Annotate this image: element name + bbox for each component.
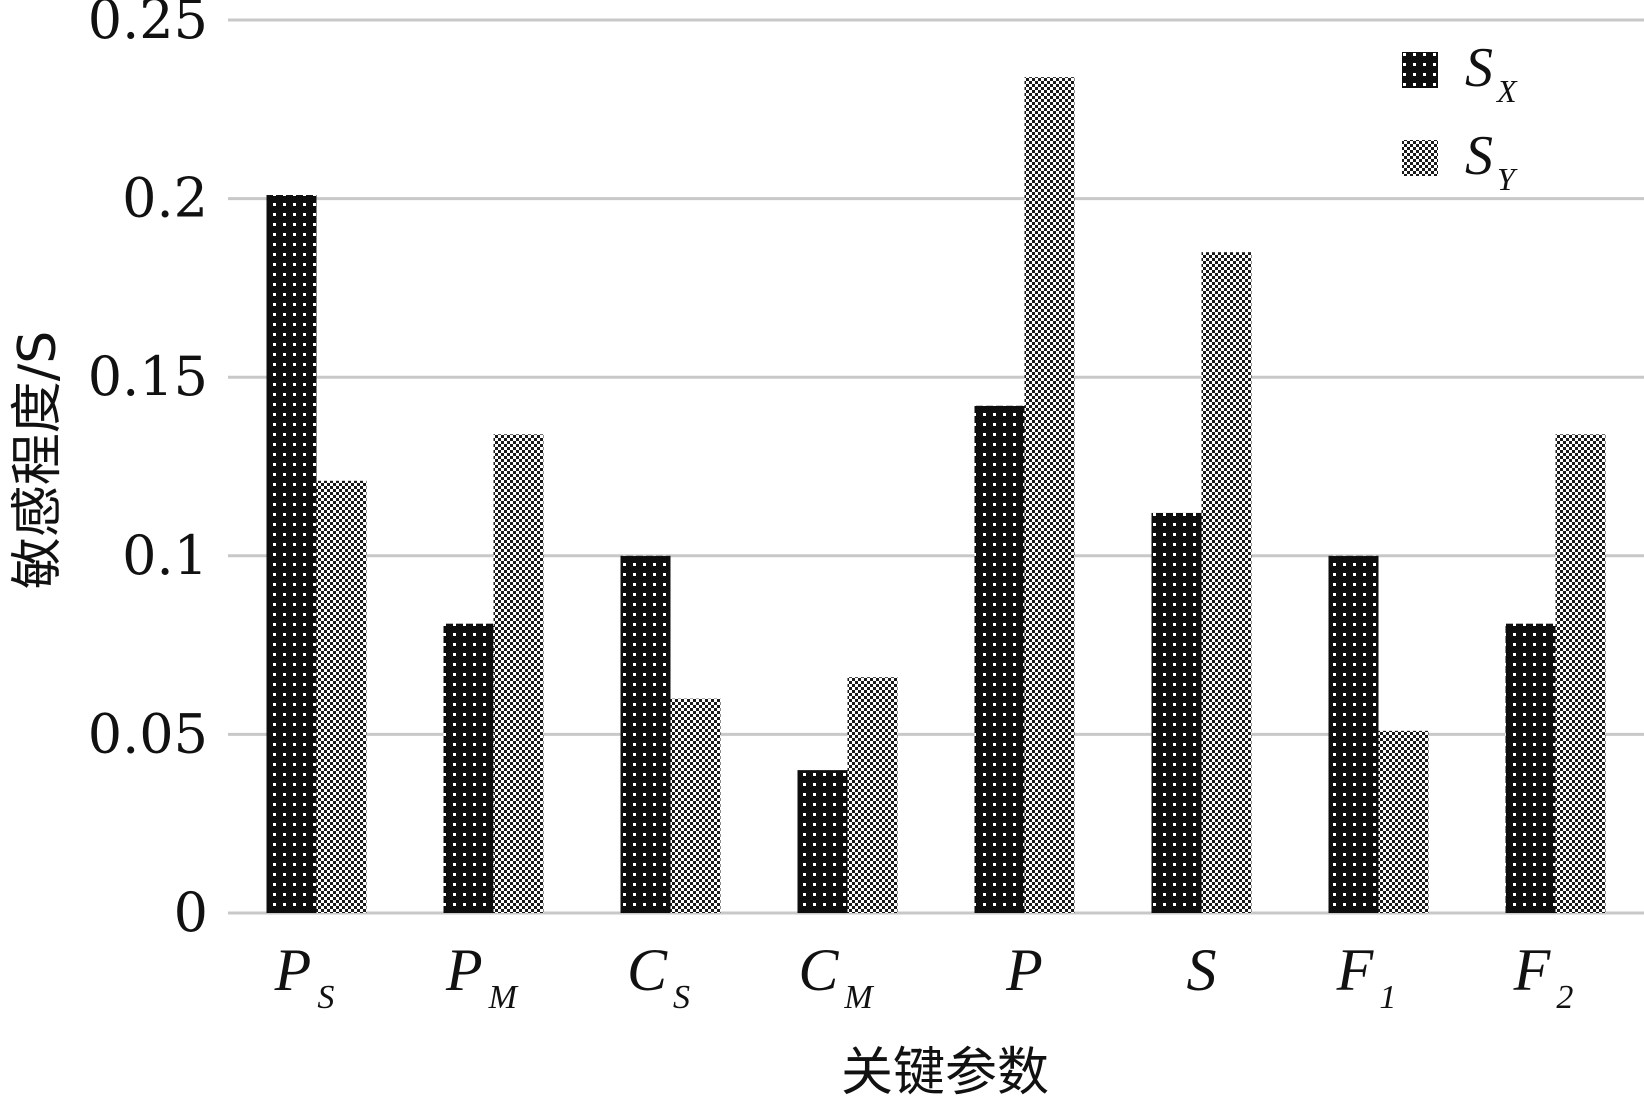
y-axis-title: 敏感程度/S <box>8 331 68 590</box>
bar-x-4 <box>974 405 1025 913</box>
bar-y-7 <box>1555 434 1606 913</box>
bar-x-7 <box>1505 623 1556 913</box>
bars <box>266 77 1606 914</box>
legend-label-sub: Y <box>1497 161 1518 197</box>
x-category-main: F <box>1513 937 1552 1003</box>
bar-x-3 <box>797 770 848 913</box>
x-category-main: S <box>1187 937 1217 1003</box>
legend-label-main: S <box>1465 37 1493 99</box>
legend-swatch-y <box>1402 140 1438 176</box>
x-category-sub: 1 <box>1379 979 1396 1016</box>
bar-y-0 <box>316 480 367 913</box>
y-tick-label: 0.25 <box>88 0 208 51</box>
bar-x-2 <box>620 555 671 913</box>
bar-x-5 <box>1151 512 1202 913</box>
x-category-sub: S <box>673 979 690 1016</box>
y-tick-label: 0 <box>174 881 208 944</box>
x-category-sub: M <box>488 979 519 1016</box>
x-category-sub: 2 <box>1556 979 1573 1016</box>
legend-swatch-x <box>1402 52 1438 88</box>
x-category-label: S <box>1187 937 1217 1003</box>
y-tick-label: 0.1 <box>122 524 208 587</box>
bar-y-2 <box>670 698 721 913</box>
y-tick-label: 0.2 <box>122 167 208 230</box>
x-category-main: C <box>627 937 668 1003</box>
x-category-label: P <box>1005 937 1043 1003</box>
x-category-main: P <box>445 937 483 1003</box>
x-category-main: C <box>798 937 839 1003</box>
bar-y-1 <box>493 434 544 913</box>
x-category-main: P <box>1005 937 1043 1003</box>
bar-y-4 <box>1024 77 1075 914</box>
bar-x-0 <box>266 195 317 913</box>
bar-y-3 <box>847 677 898 913</box>
bar-y-6 <box>1378 730 1429 913</box>
bar-x-6 <box>1328 555 1379 913</box>
x-category-sub: S <box>317 979 334 1016</box>
x-category-main: P <box>274 937 312 1003</box>
y-tick-label: 0.15 <box>88 345 208 408</box>
legend: S XS Y <box>1402 37 1518 197</box>
legend-label-sub: X <box>1495 73 1518 109</box>
x-axis-title: 关键参数 <box>841 1043 1049 1103</box>
x-category-main: F <box>1336 937 1375 1003</box>
bar-y-5 <box>1201 252 1252 913</box>
bar-x-1 <box>443 623 494 913</box>
y-axis-ticks: 0 0.05 0.1 0.15 0.2 0.25 <box>88 0 208 944</box>
legend-label-main: S <box>1465 125 1493 187</box>
x-category-sub: M <box>843 979 874 1016</box>
y-tick-label: 0.05 <box>88 702 208 765</box>
